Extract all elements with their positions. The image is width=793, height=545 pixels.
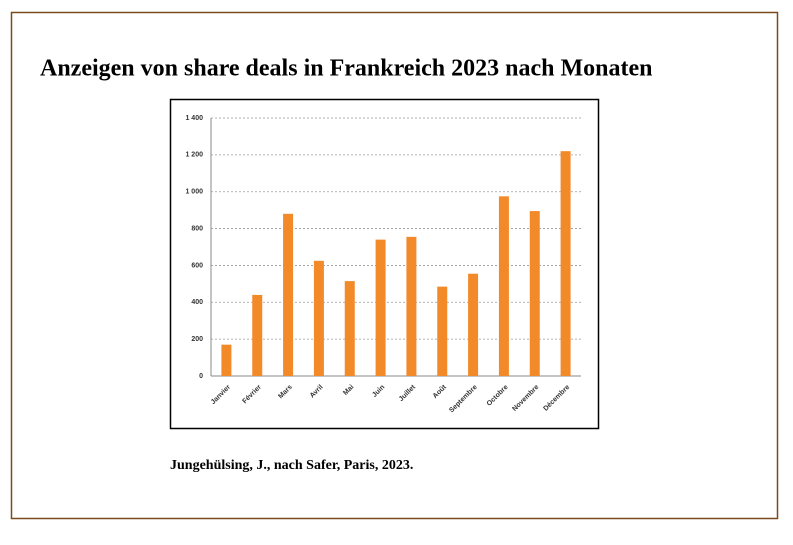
bar [529,211,540,376]
y-tick-label: 600 [191,262,203,269]
bar [313,260,324,376]
bar [406,236,417,376]
source-note: Jungehülsing, J., nach Safer, Paris, 202… [170,458,413,473]
y-tick-label: 0 [199,373,203,380]
y-tick-label: 400 [191,299,203,306]
bar [375,239,386,376]
bar [560,151,571,376]
y-tick-label: 800 [191,225,203,232]
bar [283,213,294,376]
chart-title: Anzeigen von share deals in Frankreich 2… [40,56,652,82]
bar [344,281,355,376]
bar [437,286,448,376]
y-tick-label: 1 200 [185,152,203,159]
bar [498,196,509,376]
bar [252,294,263,376]
y-tick-label: 1 400 [185,115,203,122]
y-tick-label: 1 000 [185,189,203,196]
y-tick-label: 200 [191,336,203,343]
bar [468,273,479,376]
bar [221,344,232,376]
